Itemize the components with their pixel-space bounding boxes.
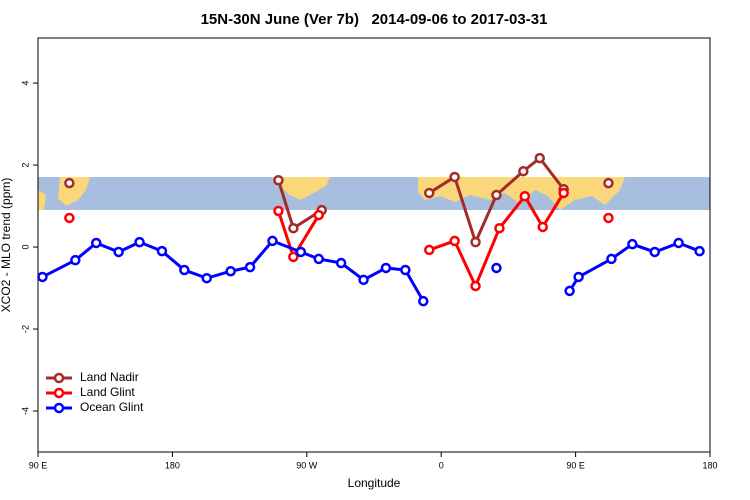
series-line: [41, 239, 701, 302]
series-marker: [418, 295, 429, 307]
series-marker: [273, 174, 284, 186]
y-tick-label: 4: [20, 81, 30, 86]
series-marker: [518, 165, 529, 177]
series-marker: [537, 221, 548, 233]
series-marker: [606, 253, 617, 265]
x-tick-label: 90 E: [566, 460, 585, 470]
series-marker: [491, 262, 502, 274]
series-marker: [70, 254, 81, 266]
series-marker: [400, 264, 411, 276]
x-tick-label: 180: [165, 460, 180, 470]
series-marker: [313, 209, 324, 221]
series-marker: [424, 244, 435, 256]
series-marker: [134, 236, 145, 248]
y-tick-label: -2: [20, 325, 30, 333]
series-marker: [225, 265, 236, 277]
map-band: [38, 177, 710, 210]
series-marker: [470, 236, 481, 248]
legend-marker: [53, 402, 65, 414]
series-marker: [288, 251, 299, 263]
series-marker: [313, 253, 324, 265]
series-marker: [673, 237, 684, 249]
land: [272, 177, 330, 200]
series-marker: [491, 189, 502, 201]
series-marker: [267, 235, 278, 247]
y-tick-label: 2: [20, 163, 30, 168]
y-axis-label: XCO2 - MLO trend (ppm): [0, 178, 13, 313]
x-tick-label: 0: [439, 460, 444, 470]
series-marker: [273, 205, 284, 217]
series-marker: [603, 177, 614, 189]
series-marker: [295, 246, 307, 258]
series-marker: [627, 238, 638, 250]
x-axis-label: Longitude: [348, 476, 401, 490]
series-marker: [179, 264, 190, 276]
legend-marker: [53, 387, 65, 399]
series-marker: [694, 245, 705, 257]
y-tick-label: -4: [20, 407, 30, 415]
series-marker: [90, 237, 102, 249]
series-marker: [380, 262, 392, 274]
land: [38, 190, 46, 210]
series-marker: [37, 271, 48, 283]
series-marker: [573, 271, 584, 283]
x-tick-label: 180: [702, 460, 717, 470]
series-marker: [534, 152, 546, 164]
legend-marker: [53, 372, 65, 384]
x-tick-label: 90 W: [296, 460, 318, 470]
y-tick-label: 0: [20, 245, 30, 250]
series-marker: [424, 187, 435, 199]
series-marker: [358, 274, 369, 286]
chart-title: 15N-30N June (Ver 7b) 2014-09-06 to 2017…: [201, 11, 548, 28]
series-marker: [603, 212, 614, 224]
series-marker: [113, 246, 124, 258]
series-marker: [470, 280, 481, 292]
series-marker: [201, 272, 212, 284]
series-marker: [64, 212, 75, 224]
series-marker: [449, 171, 460, 183]
series-marker: [558, 187, 569, 199]
legend-label: Land Nadir: [80, 370, 139, 384]
series-marker: [288, 222, 299, 234]
series-marker: [244, 261, 256, 273]
series-marker: [156, 245, 168, 257]
series-marker: [64, 177, 75, 189]
x-tick-label: 90 E: [29, 460, 48, 470]
plot-frame: [37, 37, 711, 453]
series-marker: [649, 246, 660, 258]
series-marker: [564, 285, 575, 297]
series-marker: [449, 235, 460, 247]
series-marker: [494, 222, 505, 234]
legend-label: Land Glint: [80, 385, 135, 399]
series-marker: [335, 257, 347, 269]
series-marker: [519, 190, 531, 202]
legend-label: Ocean Glint: [80, 400, 144, 414]
